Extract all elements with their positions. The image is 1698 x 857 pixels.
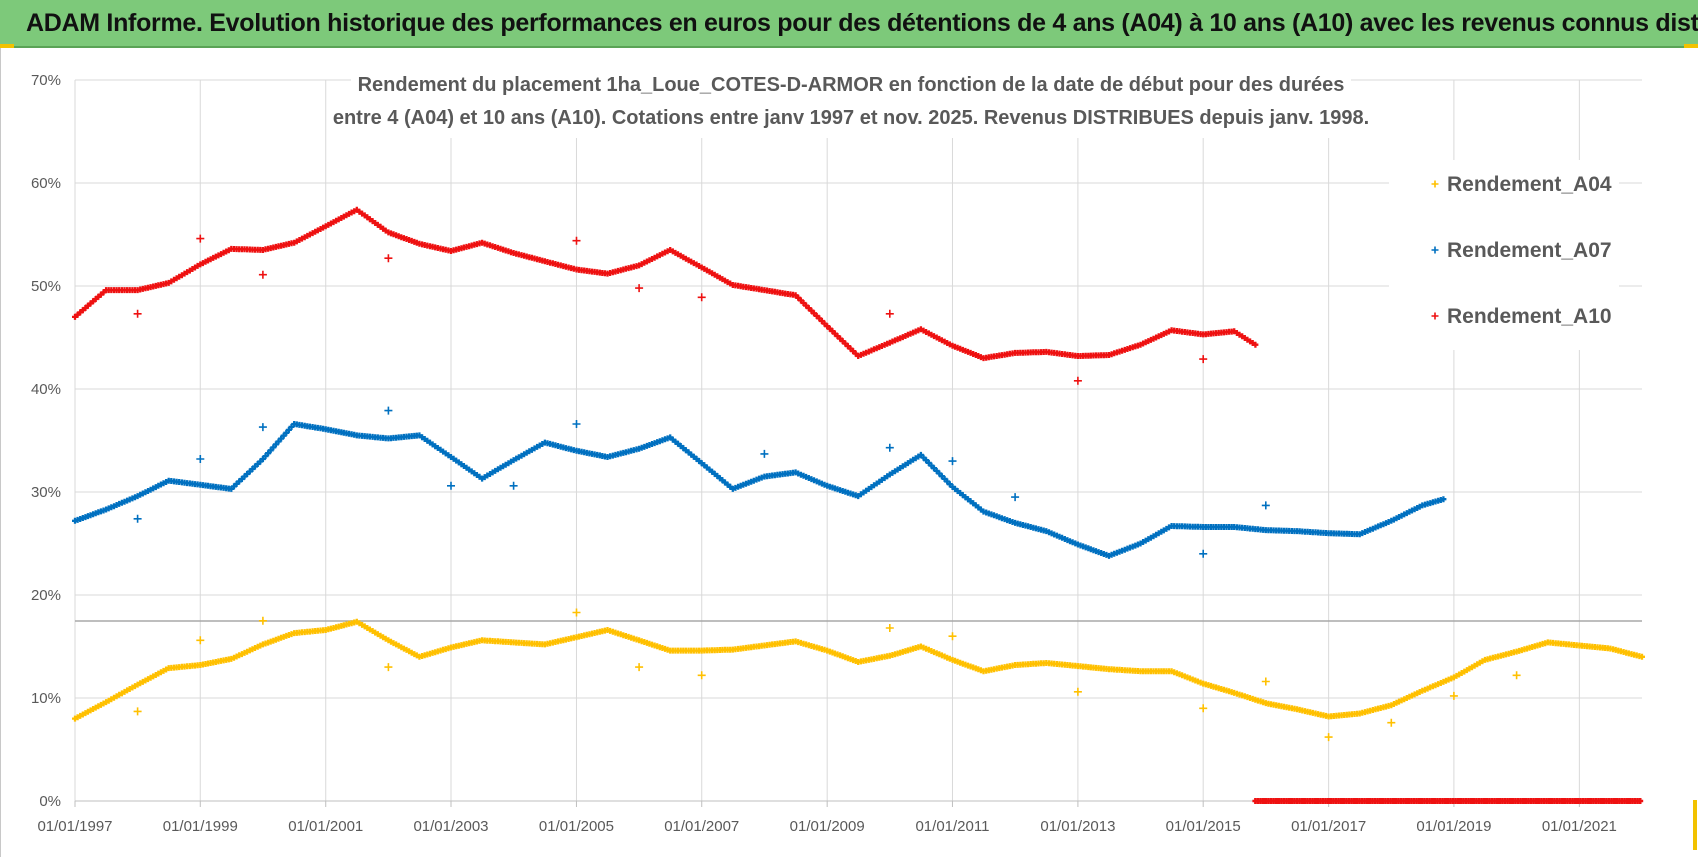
legend-label: Rendement_A04 bbox=[1447, 173, 1612, 196]
outlier-point bbox=[572, 420, 581, 428]
series-Rendement_A07 bbox=[72, 406, 1447, 559]
subtitle-background bbox=[351, 64, 1351, 138]
y-tick-label: 40% bbox=[31, 381, 61, 398]
data-series bbox=[72, 206, 1645, 804]
y-tick-label: 70% bbox=[31, 72, 61, 89]
data-point bbox=[1639, 653, 1645, 660]
outlier-point bbox=[885, 624, 894, 632]
gridlines bbox=[74, 79, 1642, 807]
legend: Rendement_A04 Rendement_A07 Rendement_A10 bbox=[1389, 160, 1619, 350]
series-Rendement_A04 bbox=[72, 608, 1645, 742]
outlier-point bbox=[133, 707, 142, 716]
outlier-point bbox=[948, 457, 957, 466]
outlier-point bbox=[384, 254, 393, 263]
outlier-point bbox=[572, 608, 581, 617]
outlier-point bbox=[196, 455, 205, 463]
legend-label: Rendement_A07 bbox=[1447, 239, 1612, 262]
outlier-point bbox=[133, 309, 142, 318]
data-point bbox=[1440, 496, 1447, 503]
page-title: ADAM Informe. Evolution historique des p… bbox=[26, 9, 1698, 37]
outlier-point bbox=[1512, 671, 1521, 680]
corner-accent bbox=[1693, 800, 1697, 850]
outlier-point bbox=[635, 284, 644, 293]
legend-item: Rendement_A10 bbox=[1431, 305, 1612, 328]
y-axis-ticks: 0% 10% 20% 30% 40% 50% 60% 70% bbox=[31, 72, 61, 810]
x-tick-label: 01/01/2005 bbox=[539, 818, 614, 835]
outlier-point bbox=[1449, 691, 1458, 700]
x-tick-label: 01/01/1999 bbox=[163, 818, 238, 835]
y-tick-label: 0% bbox=[39, 793, 61, 810]
outlier-point bbox=[572, 236, 581, 245]
outlier-point bbox=[635, 663, 644, 672]
data-point bbox=[1252, 341, 1259, 348]
x-tick-label: 01/01/2015 bbox=[1166, 818, 1241, 835]
y-tick-label: 30% bbox=[31, 484, 61, 501]
y-tick-label: 50% bbox=[31, 278, 61, 295]
outlier-point bbox=[196, 234, 205, 243]
outlier-point bbox=[1199, 355, 1208, 364]
outlier-point bbox=[1261, 677, 1270, 686]
outlier-point bbox=[1387, 718, 1396, 727]
legend-label: Rendement_A10 bbox=[1447, 305, 1612, 328]
x-tick-label: 01/01/1997 bbox=[37, 818, 112, 835]
chart-subtitle-line-1: Rendement du placement 1ha_Loue_COTES-D-… bbox=[358, 74, 1345, 96]
x-tick-label: 01/01/2009 bbox=[790, 818, 865, 835]
x-tick-label: 01/01/2011 bbox=[915, 818, 989, 835]
corner-accent bbox=[1684, 44, 1698, 48]
legend-marker bbox=[1431, 312, 1439, 320]
y-tick-label: 60% bbox=[31, 175, 61, 192]
y-tick-label: 20% bbox=[31, 587, 61, 604]
x-tick-label: 01/01/2007 bbox=[664, 818, 739, 835]
outlier-point bbox=[948, 632, 957, 641]
outlier-point bbox=[1261, 501, 1270, 510]
series-Rendement_A10 bbox=[72, 206, 1644, 804]
header-banner: ADAM Informe. Evolution historique des p… bbox=[0, 0, 1698, 48]
outlier-point bbox=[760, 449, 769, 458]
outlier-point bbox=[384, 663, 393, 672]
outlier-point bbox=[1011, 493, 1020, 502]
x-tick-label: 01/01/2003 bbox=[413, 818, 488, 835]
x-axis-ticks: 01/01/1997 01/01/1999 01/01/2001 01/01/2003… bbox=[37, 818, 1616, 835]
outlier-point bbox=[1199, 549, 1208, 558]
legend-background bbox=[1389, 160, 1619, 350]
chart-subtitle-line-2: entre 4 (A04) et 10 ans (A10). Cotations… bbox=[333, 107, 1369, 129]
outlier-point bbox=[258, 270, 267, 279]
legend-item: Rendement_A04 bbox=[1431, 173, 1612, 196]
x-tick-label: 01/01/2001 bbox=[288, 818, 363, 835]
chart: 0%10%20%30%40%50%60%70% 01/01/1997 01/01/… bbox=[31, 64, 1645, 835]
legend-marker bbox=[1431, 246, 1439, 254]
x-tick-label: 01/01/2021 bbox=[1542, 818, 1617, 835]
corner-accent bbox=[0, 44, 14, 48]
outlier-point bbox=[697, 293, 706, 302]
outlier-point bbox=[447, 481, 455, 490]
outlier-point bbox=[1199, 704, 1208, 713]
outlier-point bbox=[258, 616, 267, 625]
legend-marker bbox=[1431, 180, 1439, 188]
outlier-point bbox=[133, 514, 142, 523]
outlier-point bbox=[885, 443, 894, 452]
outlier-point bbox=[509, 481, 518, 490]
outlier-point bbox=[196, 636, 205, 645]
outlier-point bbox=[384, 406, 393, 415]
outlier-point bbox=[1324, 733, 1333, 742]
legend-item: Rendement_A07 bbox=[1431, 239, 1612, 262]
zero-point bbox=[1637, 798, 1644, 804]
y-tick-label: 10% bbox=[31, 690, 61, 707]
x-tick-label: 01/01/2019 bbox=[1416, 818, 1491, 835]
outlier-point bbox=[1073, 687, 1082, 696]
outlier-point bbox=[697, 671, 706, 680]
outlier-point bbox=[258, 423, 267, 432]
outlier-point bbox=[885, 309, 894, 318]
x-tick-label: 01/01/2017 bbox=[1291, 818, 1366, 835]
chart-area: 0% 10% 20% 30% 40% 50% 60% 70% 01/01/1997 01/01/… bbox=[0, 48, 1698, 857]
x-tick-label: 01/01/2013 bbox=[1040, 818, 1115, 835]
outlier-point bbox=[1073, 376, 1082, 385]
